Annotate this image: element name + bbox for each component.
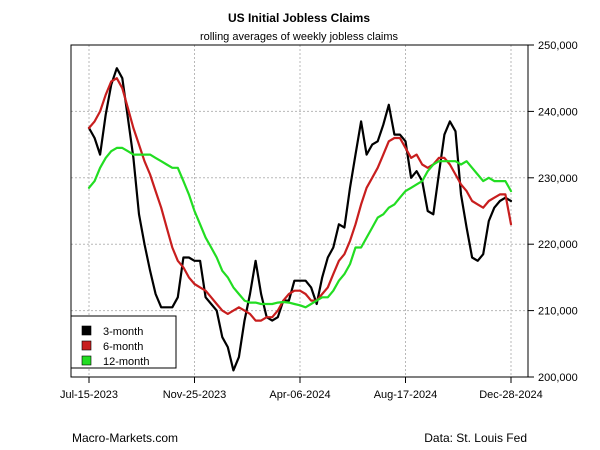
x-tick-label: Dec-28-2024 — [479, 389, 543, 401]
legend-label: 3-month — [103, 326, 143, 338]
legend-label: 6-month — [103, 341, 143, 353]
legend-swatch — [81, 325, 92, 336]
y-tick-label: 250,000 — [538, 40, 578, 52]
chart-subtitle: rolling averages of weekly jobless claim… — [200, 31, 399, 43]
y-tick-label: 220,000 — [538, 239, 578, 251]
footer-data-credit: Data: St. Louis Fed — [424, 431, 527, 445]
series-lines — [87, 67, 513, 372]
series-line-12-month — [87, 146, 513, 309]
series-line-6-month — [87, 77, 513, 322]
y-axis: 200,000 210,000 220,000 230,000 240,000 250,0… — [528, 40, 578, 384]
legend: 3-month 6-month 12-month — [70, 315, 177, 369]
legend-label: 12-month — [103, 356, 149, 368]
y-tick-label: 230,000 — [538, 173, 578, 185]
legend-swatch — [81, 355, 92, 366]
y-tick-label: 240,000 — [538, 106, 578, 118]
footer-source-site: Macro-Markets.com — [72, 431, 178, 445]
chart-title: US Initial Jobless Claims — [228, 11, 370, 25]
x-tick-label: Aug-17-2024 — [374, 389, 438, 401]
y-tick-label: 210,000 — [538, 306, 578, 318]
x-axis: Jul-15-2023 Nov-25-2023 Apr-06-2024 Aug-17-… — [60, 377, 543, 401]
legend-swatch — [81, 340, 92, 351]
y-tick-label: 200,000 — [538, 372, 578, 384]
x-tick-label: Apr-06-2024 — [269, 389, 330, 401]
x-tick-label: Jul-15-2023 — [60, 389, 118, 401]
x-tick-label: Nov-25-2023 — [163, 389, 227, 401]
